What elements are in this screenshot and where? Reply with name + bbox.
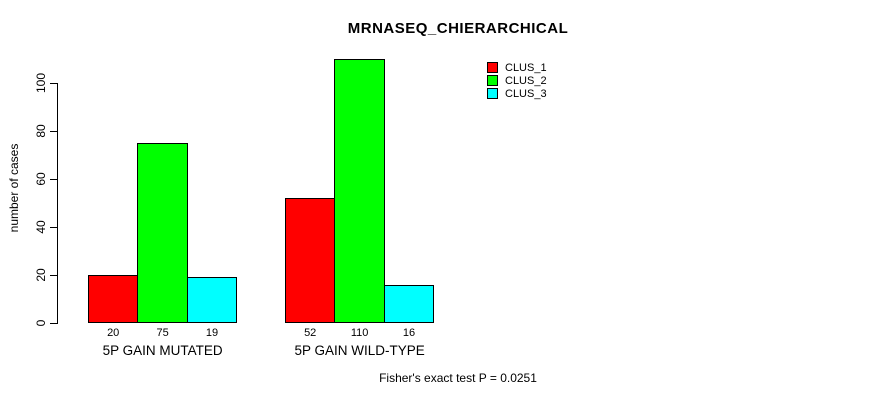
y-tick [50, 322, 57, 324]
legend-label: CLUS_3 [505, 87, 547, 100]
legend-row: CLUS_1 [487, 61, 547, 74]
legend-row: CLUS_3 [487, 87, 547, 100]
legend-swatch-icon [487, 88, 498, 99]
bar-clus_2 [334, 59, 385, 323]
y-tick-label: 20 [34, 268, 48, 282]
y-tick-label: 100 [34, 72, 48, 94]
bar-value-label: 16 [402, 327, 416, 339]
bar-value-label: 75 [156, 327, 169, 339]
legend-row: CLUS_2 [487, 74, 547, 87]
x-category-label: 5P GAIN WILD-TYPE [294, 343, 425, 358]
y-tick [50, 274, 57, 276]
y-tick [50, 178, 57, 180]
y-tick-label: 80 [34, 124, 48, 138]
legend-swatch-icon [487, 75, 498, 86]
legend-label: CLUS_2 [505, 74, 547, 87]
y-tick-label: 0 [34, 319, 48, 327]
legend-swatch-icon [487, 62, 498, 73]
chart-title: MRNASEQ_CHIERARCHICAL [347, 20, 569, 37]
y-tick [50, 226, 57, 228]
bar-clus_1 [88, 275, 139, 323]
bar-value-label: 52 [304, 327, 317, 339]
x-category-label: 5P GAIN MUTATED [102, 343, 223, 358]
bar-clus_3 [186, 277, 238, 323]
bar-clus_1 [285, 198, 336, 323]
annotation-text: Fisher's exact test P = 0.0251 [379, 371, 537, 385]
bar-value-label: 110 [350, 327, 369, 339]
y-tick [50, 82, 57, 84]
y-axis-line [57, 83, 58, 324]
bar-value-label: 19 [205, 327, 219, 339]
legend-label: CLUS_1 [505, 61, 547, 74]
bar-clus_2 [137, 143, 188, 323]
y-tick-label: 40 [34, 220, 48, 234]
bar-value-label: 20 [107, 327, 120, 339]
y-tick-label: 60 [34, 172, 48, 186]
bar-clus_3 [383, 284, 435, 323]
y-tick [50, 130, 57, 132]
legend: CLUS_1 CLUS_2 CLUS_3 [487, 61, 547, 100]
